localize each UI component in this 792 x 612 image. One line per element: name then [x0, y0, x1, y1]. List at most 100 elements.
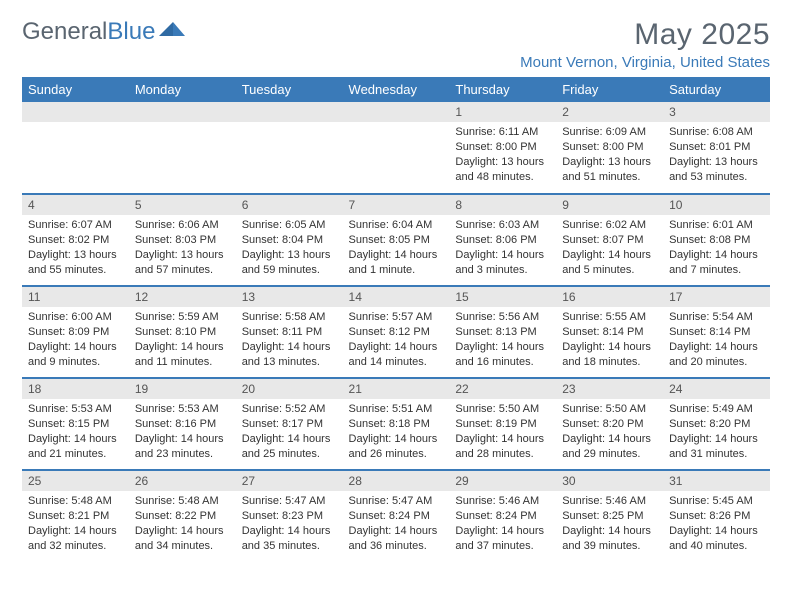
day-body: Sunrise: 5:57 AMSunset: 8:12 PMDaylight:… [343, 307, 450, 373]
sunset-text: Sunset: 8:21 PM [28, 509, 123, 524]
dayname-mon: Monday [129, 77, 236, 102]
daylight-line1: Daylight: 14 hours [349, 524, 444, 539]
daylight-line2: and 16 minutes. [455, 355, 550, 370]
day-body: Sunrise: 6:11 AMSunset: 8:00 PMDaylight:… [449, 122, 556, 188]
calendar-cell: 4Sunrise: 6:07 AMSunset: 8:02 PMDaylight… [22, 194, 129, 286]
calendar-cell [129, 102, 236, 194]
daylight-line2: and 7 minutes. [669, 263, 764, 278]
calendar-table: Sunday Monday Tuesday Wednesday Thursday… [22, 77, 770, 562]
day-number: 7 [343, 195, 450, 215]
calendar-cell: 9Sunrise: 6:02 AMSunset: 8:07 PMDaylight… [556, 194, 663, 286]
calendar-cell: 3Sunrise: 6:08 AMSunset: 8:01 PMDaylight… [663, 102, 770, 194]
daylight-line2: and 53 minutes. [669, 170, 764, 185]
calendar-cell: 5Sunrise: 6:06 AMSunset: 8:03 PMDaylight… [129, 194, 236, 286]
logo-word-b: Blue [107, 18, 155, 45]
daylight-line2: and 18 minutes. [562, 355, 657, 370]
calendar-cell: 24Sunrise: 5:49 AMSunset: 8:20 PMDayligh… [663, 378, 770, 470]
sunset-text: Sunset: 8:11 PM [242, 325, 337, 340]
logo: GeneralBlue [22, 18, 185, 46]
sunset-text: Sunset: 8:07 PM [562, 233, 657, 248]
daylight-line2: and 51 minutes. [562, 170, 657, 185]
day-body: Sunrise: 6:05 AMSunset: 8:04 PMDaylight:… [236, 215, 343, 281]
calendar-header-row: Sunday Monday Tuesday Wednesday Thursday… [22, 77, 770, 102]
daylight-line1: Daylight: 14 hours [135, 432, 230, 447]
calendar-cell [236, 102, 343, 194]
sunrise-text: Sunrise: 5:53 AM [135, 402, 230, 417]
day-number [22, 102, 129, 122]
day-body: Sunrise: 5:46 AMSunset: 8:25 PMDaylight:… [556, 491, 663, 557]
location-text: Mount Vernon, Virginia, United States [520, 54, 770, 71]
day-body: Sunrise: 6:02 AMSunset: 8:07 PMDaylight:… [556, 215, 663, 281]
sunrise-text: Sunrise: 5:46 AM [562, 494, 657, 509]
sunset-text: Sunset: 8:20 PM [669, 417, 764, 432]
calendar-cell: 12Sunrise: 5:59 AMSunset: 8:10 PMDayligh… [129, 286, 236, 378]
logo-icon [159, 18, 185, 41]
dayname-fri: Friday [556, 77, 663, 102]
daylight-line2: and 28 minutes. [455, 447, 550, 462]
sunrise-text: Sunrise: 5:46 AM [455, 494, 550, 509]
sunrise-text: Sunrise: 5:47 AM [242, 494, 337, 509]
day-number: 3 [663, 102, 770, 122]
calendar-week: 18Sunrise: 5:53 AMSunset: 8:15 PMDayligh… [22, 378, 770, 470]
sunrise-text: Sunrise: 6:08 AM [669, 125, 764, 140]
daylight-line2: and 13 minutes. [242, 355, 337, 370]
sunset-text: Sunset: 8:03 PM [135, 233, 230, 248]
sunrise-text: Sunrise: 5:59 AM [135, 310, 230, 325]
daylight-line1: Daylight: 14 hours [669, 340, 764, 355]
sunrise-text: Sunrise: 5:51 AM [349, 402, 444, 417]
calendar-cell: 31Sunrise: 5:45 AMSunset: 8:26 PMDayligh… [663, 470, 770, 562]
daylight-line2: and 14 minutes. [349, 355, 444, 370]
daylight-line2: and 29 minutes. [562, 447, 657, 462]
day-number: 18 [22, 379, 129, 399]
daylight-line2: and 57 minutes. [135, 263, 230, 278]
sunrise-text: Sunrise: 5:56 AM [455, 310, 550, 325]
day-number: 4 [22, 195, 129, 215]
day-number: 26 [129, 471, 236, 491]
page: GeneralBlue May 2025 Mount Vernon, Virgi… [0, 0, 792, 580]
daylight-line1: Daylight: 14 hours [455, 248, 550, 263]
sunset-text: Sunset: 8:17 PM [242, 417, 337, 432]
daylight-line1: Daylight: 14 hours [669, 248, 764, 263]
daylight-line2: and 9 minutes. [28, 355, 123, 370]
day-number: 9 [556, 195, 663, 215]
calendar-cell: 1Sunrise: 6:11 AMSunset: 8:00 PMDaylight… [449, 102, 556, 194]
daylight-line2: and 48 minutes. [455, 170, 550, 185]
day-number: 10 [663, 195, 770, 215]
sunrise-text: Sunrise: 5:58 AM [242, 310, 337, 325]
day-body: Sunrise: 5:55 AMSunset: 8:14 PMDaylight:… [556, 307, 663, 373]
day-body: Sunrise: 5:45 AMSunset: 8:26 PMDaylight:… [663, 491, 770, 557]
daylight-line1: Daylight: 14 hours [562, 248, 657, 263]
dayname-thu: Thursday [449, 77, 556, 102]
daylight-line2: and 1 minute. [349, 263, 444, 278]
daylight-line2: and 11 minutes. [135, 355, 230, 370]
day-number: 22 [449, 379, 556, 399]
calendar-cell: 25Sunrise: 5:48 AMSunset: 8:21 PMDayligh… [22, 470, 129, 562]
day-number: 15 [449, 287, 556, 307]
calendar-week: 25Sunrise: 5:48 AMSunset: 8:21 PMDayligh… [22, 470, 770, 562]
sunset-text: Sunset: 8:05 PM [349, 233, 444, 248]
daylight-line2: and 23 minutes. [135, 447, 230, 462]
day-body: Sunrise: 6:04 AMSunset: 8:05 PMDaylight:… [343, 215, 450, 281]
sunset-text: Sunset: 8:00 PM [562, 140, 657, 155]
day-body: Sunrise: 5:53 AMSunset: 8:16 PMDaylight:… [129, 399, 236, 465]
daylight-line1: Daylight: 14 hours [349, 248, 444, 263]
calendar-cell: 21Sunrise: 5:51 AMSunset: 8:18 PMDayligh… [343, 378, 450, 470]
sunrise-text: Sunrise: 6:07 AM [28, 218, 123, 233]
daylight-line1: Daylight: 14 hours [349, 340, 444, 355]
day-number: 12 [129, 287, 236, 307]
daylight-line1: Daylight: 14 hours [455, 524, 550, 539]
day-body: Sunrise: 5:52 AMSunset: 8:17 PMDaylight:… [236, 399, 343, 465]
calendar-cell: 22Sunrise: 5:50 AMSunset: 8:19 PMDayligh… [449, 378, 556, 470]
day-number: 2 [556, 102, 663, 122]
sunset-text: Sunset: 8:22 PM [135, 509, 230, 524]
daylight-line1: Daylight: 14 hours [669, 432, 764, 447]
daylight-line2: and 21 minutes. [28, 447, 123, 462]
sunset-text: Sunset: 8:14 PM [562, 325, 657, 340]
daylight-line2: and 5 minutes. [562, 263, 657, 278]
calendar-week: 11Sunrise: 6:00 AMSunset: 8:09 PMDayligh… [22, 286, 770, 378]
header: GeneralBlue May 2025 Mount Vernon, Virgi… [22, 18, 770, 71]
sunrise-text: Sunrise: 6:09 AM [562, 125, 657, 140]
sunrise-text: Sunrise: 6:06 AM [135, 218, 230, 233]
month-title: May 2025 [520, 18, 770, 52]
calendar-cell [343, 102, 450, 194]
